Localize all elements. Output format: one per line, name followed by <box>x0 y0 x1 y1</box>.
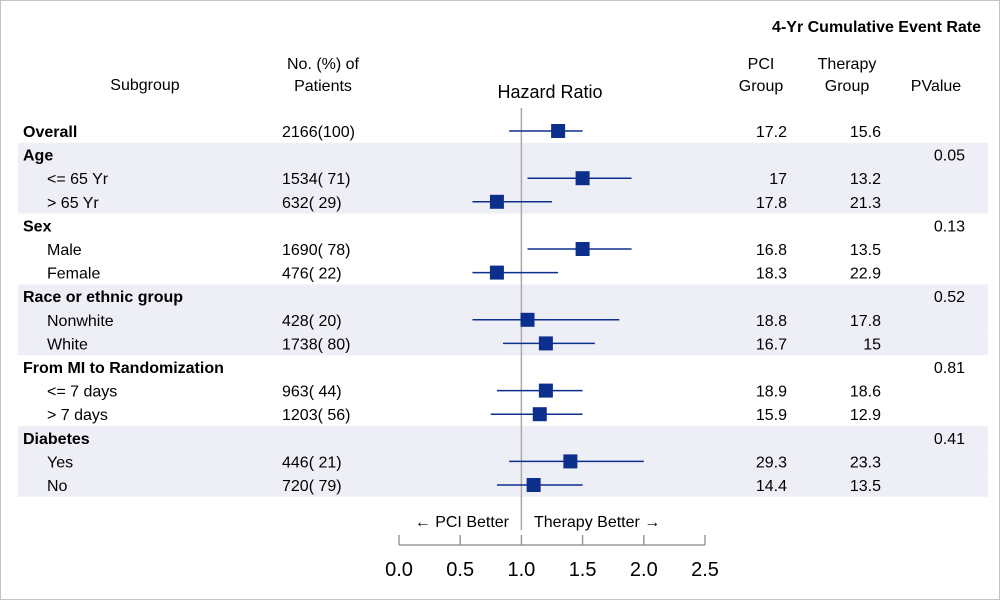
patients-header-line1: No. (%) of <box>287 56 360 73</box>
row-band <box>18 284 988 308</box>
hazard-ratio-point <box>563 454 578 469</box>
patients-value: 1203( 56) <box>282 407 351 424</box>
subgroup-label: Female <box>47 266 100 283</box>
x-tick-label: 2.0 <box>630 559 658 581</box>
therapy-rate-value: 21.3 <box>850 195 881 212</box>
pci-header-line1: PCI <box>748 56 775 73</box>
patients-header-line2: Patients <box>294 78 352 95</box>
pci-rate-value: 17 <box>769 171 787 188</box>
x-tick-label: 1.0 <box>507 559 535 581</box>
pci-rate-value: 18.3 <box>756 266 787 283</box>
subgroup-label: From MI to Randomization <box>23 360 224 377</box>
pci-rate-value: 17.2 <box>756 124 787 141</box>
hazard-ratio-point <box>575 242 590 256</box>
therapy-rate-value: 13.2 <box>850 171 881 188</box>
pvalue-value: 0.81 <box>934 360 965 377</box>
therapy-rate-value: 13.5 <box>850 478 881 495</box>
left-arrow-label: ← PCI Better <box>415 514 510 531</box>
pvalue-value: 0.41 <box>934 431 965 448</box>
pvalue-value: 0.52 <box>934 289 965 306</box>
subgroup-label: > 65 Yr <box>47 195 99 212</box>
subgroup-label: Yes <box>47 454 73 471</box>
hazard-ratio-point <box>575 171 590 186</box>
pci-rate-value: 18.8 <box>756 313 787 330</box>
hazard-ratio-header: Hazard Ratio <box>497 82 602 102</box>
hazard-ratio-point <box>551 124 566 138</box>
therapy-rate-value: 12.9 <box>850 407 881 424</box>
hazard-ratio-point <box>532 407 547 422</box>
therapy-rate-value: 17.8 <box>850 313 881 330</box>
subgroup-label: Sex <box>23 218 52 235</box>
subgroup-label: Male <box>47 242 82 259</box>
row-band <box>18 331 988 356</box>
hazard-ratio-marks <box>472 124 644 492</box>
therapy-rate-value: 15 <box>863 336 881 353</box>
therapy-rate-value: 15.6 <box>850 124 881 141</box>
hazard-ratio-point <box>489 194 504 209</box>
hazard-ratio-point <box>538 336 553 351</box>
x-tick-label: 0.0 <box>385 559 413 581</box>
therapy-header-line1: Therapy <box>818 56 877 73</box>
pvalue-value: 0.13 <box>934 218 965 235</box>
hazard-ratio-point <box>538 383 553 398</box>
x-tick-label: 2.5 <box>691 559 719 581</box>
x-tick-label: 0.5 <box>446 559 474 581</box>
row-band <box>18 166 988 190</box>
therapy-rate-value: 23.3 <box>850 454 881 471</box>
subgroup-header: Subgroup <box>110 77 179 94</box>
subgroup-label: > 7 days <box>47 407 108 424</box>
right-arrow-label: Therapy Better → <box>534 514 660 531</box>
patients-value: 1534( 71) <box>282 171 351 188</box>
subgroup-label: <= 7 days <box>47 384 117 401</box>
patients-value: 720( 79) <box>282 478 342 495</box>
x-tick-label: 1.5 <box>569 559 597 581</box>
patients-value: 2166(100) <box>282 124 355 141</box>
pci-rate-value: 15.9 <box>756 407 787 424</box>
therapy-rate-value: 18.6 <box>850 384 881 401</box>
pci-rate-value: 16.8 <box>756 242 787 259</box>
subgroup-label: <= 65 Yr <box>47 171 109 188</box>
therapy-rate-value: 22.9 <box>850 266 881 283</box>
pci-rate-value: 17.8 <box>756 195 787 212</box>
patients-value: 1738( 80) <box>282 336 351 353</box>
hazard-ratio-point <box>526 478 541 492</box>
pvalue-value: 0.05 <box>934 148 965 165</box>
subgroup-label: Overall <box>23 124 77 141</box>
row-band <box>18 449 988 474</box>
pci-rate-value: 18.9 <box>756 384 787 401</box>
x-axis: 0.0 0.5 1.0 1.5 2.0 2.5 <box>385 535 719 581</box>
subgroup-label: White <box>47 336 88 353</box>
row-band <box>18 426 988 450</box>
pci-rate-value: 16.7 <box>756 336 787 353</box>
patients-value: 446( 21) <box>282 454 342 471</box>
hazard-ratio-point <box>489 265 504 280</box>
patients-value: 632( 29) <box>282 195 342 212</box>
hazard-ratio-point <box>520 312 535 327</box>
event-rate-title: 4-Yr Cumulative Event Rate <box>772 19 981 36</box>
pvalue-header: PValue <box>911 78 962 95</box>
pci-rate-value: 14.4 <box>756 478 787 495</box>
pci-header-line2: Group <box>739 78 784 95</box>
patients-value: 476( 22) <box>282 266 342 283</box>
patients-value: 428( 20) <box>282 313 342 330</box>
subgroup-label: No <box>47 478 68 495</box>
patients-value: 963( 44) <box>282 384 342 401</box>
row-band <box>18 142 988 167</box>
subgroup-label: Diabetes <box>23 431 90 448</box>
subgroup-label: Age <box>23 148 53 165</box>
patients-value: 1690( 78) <box>282 242 351 259</box>
subgroup-label: Race or ethnic group <box>23 289 183 306</box>
pci-rate-value: 29.3 <box>756 454 787 471</box>
row-labels-and-values: Overall 2166(100) 17.2 15.6 Age 0.05 <= 65 Yr 1… <box>23 124 965 495</box>
subgroup-label: Nonwhite <box>47 313 114 330</box>
therapy-header-line2: Group <box>825 78 870 95</box>
therapy-rate-value: 13.5 <box>850 242 881 259</box>
